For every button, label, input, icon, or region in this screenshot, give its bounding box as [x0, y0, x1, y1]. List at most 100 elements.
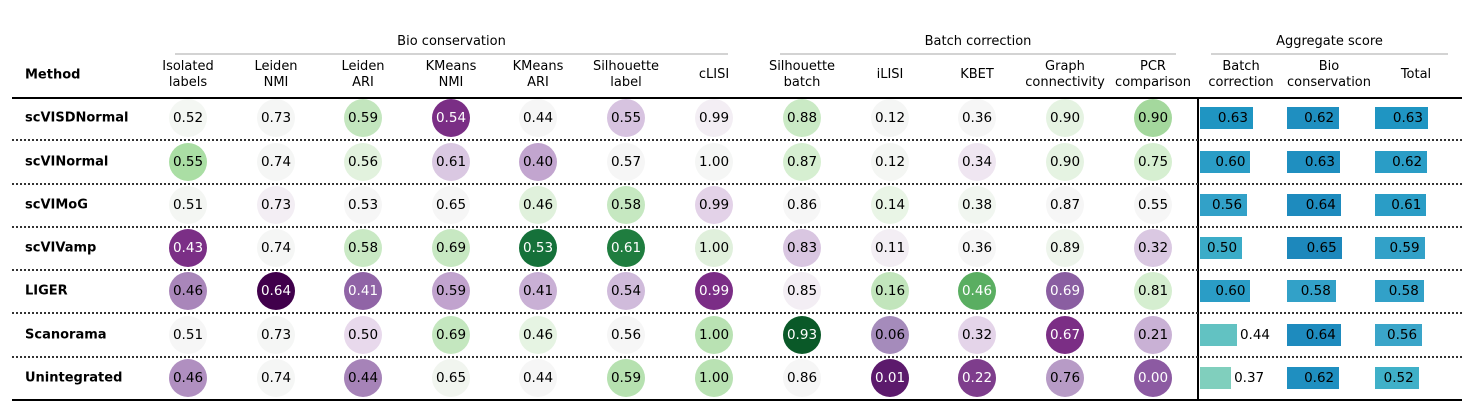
score-bar	[1375, 237, 1425, 259]
column-header: Graph connectivity	[1025, 59, 1105, 90]
score-circle: 0.34	[958, 143, 996, 181]
group-underline	[175, 53, 728, 55]
score-circle: 0.46	[519, 316, 557, 354]
score-circle: 0.46	[169, 359, 207, 397]
score-bar-label: 0.58	[1300, 283, 1331, 299]
group-underline	[1211, 53, 1448, 55]
score-circle: 0.53	[519, 229, 557, 267]
score-bar-label: 0.56	[1387, 327, 1418, 343]
score-circle: 0.64	[257, 272, 295, 310]
score-bar-label: 0.64	[1305, 327, 1336, 343]
score-circle: 0.44	[519, 99, 557, 137]
aggregate-divider	[1197, 98, 1199, 400]
column-header: Bio conservation	[1286, 59, 1372, 90]
score-bar	[1200, 151, 1251, 173]
score-circle: 0.11	[871, 229, 909, 267]
score-bar	[1375, 107, 1428, 129]
score-bar	[1287, 367, 1340, 389]
score-bar	[1287, 237, 1342, 259]
score-bar-label: 0.44	[1239, 327, 1271, 343]
row-separator	[12, 312, 1462, 314]
column-header: KBET	[960, 67, 994, 82]
score-circle: 0.75	[1134, 143, 1172, 181]
score-circle: 0.43	[169, 229, 207, 267]
score-bar-label: 0.52	[1383, 370, 1414, 386]
score-circle: 0.73	[257, 186, 295, 224]
score-circle: 0.69	[1046, 272, 1084, 310]
score-bar-label: 0.64	[1305, 197, 1336, 213]
method-name: Scanorama	[25, 327, 107, 343]
header-rule	[12, 97, 1462, 99]
row-separator	[12, 226, 1462, 228]
score-circle: 0.51	[169, 186, 207, 224]
score-circle: 0.99	[695, 272, 733, 310]
score-circle: 0.59	[607, 359, 645, 397]
score-bar-label: 0.59	[1389, 240, 1420, 256]
score-circle: 0.65	[432, 186, 470, 224]
method-name: scVIMoG	[25, 197, 88, 213]
score-bar	[1375, 280, 1424, 302]
column-header: Batch correction	[1208, 59, 1274, 90]
score-bar-label: 0.62	[1304, 110, 1335, 126]
score-bar	[1375, 367, 1419, 389]
score-circle: 0.46	[519, 186, 557, 224]
score-circle: 1.00	[695, 359, 733, 397]
score-circle: 0.44	[344, 359, 382, 397]
score-bar-label: 0.58	[1388, 283, 1419, 299]
score-circle: 0.38	[958, 186, 996, 224]
score-circle: 0.87	[783, 143, 821, 181]
score-bar	[1287, 194, 1341, 216]
column-header: cLISI	[698, 67, 730, 82]
score-bar	[1200, 237, 1242, 259]
score-bar-label: 0.56	[1212, 197, 1243, 213]
score-bar	[1287, 151, 1340, 173]
score-bar	[1375, 324, 1423, 346]
group-underline	[780, 53, 1176, 55]
score-circle: 0.76	[1046, 359, 1084, 397]
score-bar-label: 0.63	[1217, 110, 1248, 126]
score-circle: 0.54	[607, 272, 645, 310]
column-header: Leiden NMI	[254, 59, 298, 90]
score-circle: 0.32	[958, 316, 996, 354]
score-bar	[1287, 324, 1341, 346]
score-bar	[1200, 280, 1251, 302]
score-circle: 0.14	[871, 186, 909, 224]
score-circle: 0.81	[1134, 272, 1172, 310]
bottom-rule	[12, 399, 1462, 401]
score-circle: 0.16	[871, 272, 909, 310]
score-bar	[1200, 107, 1253, 129]
column-header: KMeans ARI	[512, 59, 564, 90]
column-header: Total	[1400, 67, 1432, 82]
score-circle: 0.90	[1046, 99, 1084, 137]
score-circle: 0.58	[607, 186, 645, 224]
method-name: LIGER	[25, 283, 68, 299]
column-header: Isolated labels	[162, 59, 214, 90]
method-column-header: Method	[25, 67, 81, 83]
column-header: iLISI	[876, 67, 904, 82]
score-circle: 0.69	[432, 229, 470, 267]
score-circle: 0.59	[432, 272, 470, 310]
score-circle: 0.36	[958, 229, 996, 267]
score-bar	[1200, 324, 1237, 346]
score-circle: 0.54	[432, 99, 470, 137]
column-header: KMeans NMI	[425, 59, 477, 90]
score-circle: 0.59	[344, 99, 382, 137]
score-circle: 0.55	[1134, 186, 1172, 224]
method-name: scVINormal	[25, 154, 109, 170]
score-bar-label: 0.37	[1234, 370, 1265, 386]
method-name: scVISDNormal	[25, 110, 129, 126]
score-circle: 0.74	[257, 359, 295, 397]
score-circle: 0.36	[958, 99, 996, 137]
score-bar	[1287, 107, 1340, 129]
row-separator	[12, 356, 1462, 358]
column-header: PCR comparison	[1115, 59, 1191, 90]
score-circle: 0.55	[607, 99, 645, 137]
score-circle: 0.52	[169, 99, 207, 137]
score-bar	[1200, 367, 1232, 389]
score-circle: 0.86	[783, 359, 821, 397]
score-circle: 0.56	[344, 143, 382, 181]
method-name: scVIVamp	[25, 240, 97, 256]
column-header: Silhouette batch	[768, 59, 836, 90]
score-circle: 0.87	[1046, 186, 1084, 224]
score-circle: 0.61	[607, 229, 645, 267]
